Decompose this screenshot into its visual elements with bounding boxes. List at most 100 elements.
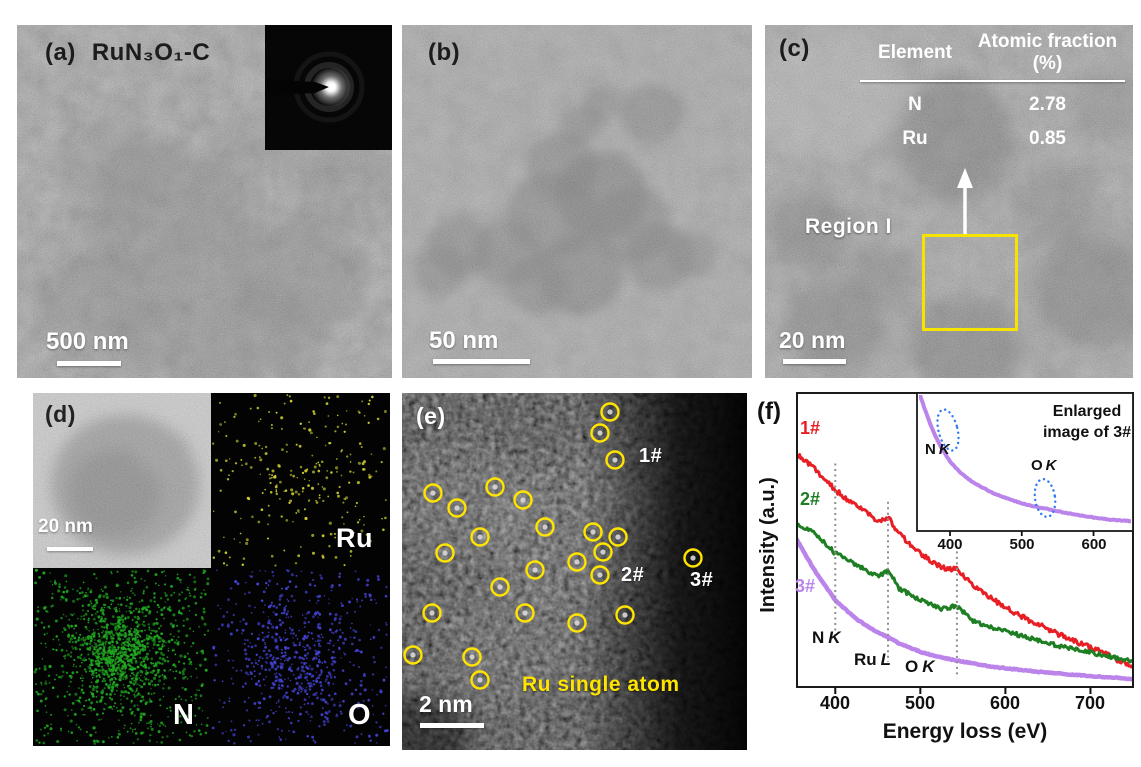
scalebar-line bbox=[783, 359, 846, 364]
edge-shell: K bbox=[1045, 457, 1057, 474]
ru-map-label: Ru bbox=[336, 523, 373, 553]
n-map-dots bbox=[33, 568, 210, 745]
panel-letter: (a) bbox=[45, 39, 76, 66]
panel-e-label: (e) bbox=[416, 403, 446, 429]
curve-label-2#: 2# bbox=[800, 489, 821, 509]
ru-atom-circle bbox=[683, 548, 703, 568]
edge-shell: K bbox=[938, 441, 950, 458]
x-tick-label: 400 bbox=[819, 693, 851, 713]
edge-element: Ru bbox=[854, 650, 877, 669]
ok-dotted-ellipse bbox=[1033, 477, 1057, 519]
table-divider bbox=[860, 79, 1125, 83]
panel-a-label: (a) RuN₃O₁-C bbox=[45, 39, 210, 67]
ru-map-dots bbox=[212, 393, 387, 567]
ru-atom-circle bbox=[485, 477, 505, 497]
panel-e-haadf-image: (e) 1# 2# 3# Ru single atom 2 nm bbox=[402, 393, 747, 750]
single-atom-annotation: Ru single atom bbox=[522, 673, 680, 696]
element-cell: N bbox=[908, 94, 922, 116]
inset-curve bbox=[919, 395, 1131, 524]
scalebar-line bbox=[420, 723, 484, 728]
panel-c-label: (c) bbox=[779, 35, 810, 62]
eds-quant-table: Element Atomic fraction (%) N 2.78 Ru 0.… bbox=[860, 31, 1125, 150]
eels-curve-3# bbox=[798, 537, 1132, 682]
nk-dotted-ellipse bbox=[936, 408, 960, 452]
region-of-interest-box bbox=[922, 234, 1018, 331]
panel-c-texture bbox=[765, 25, 1133, 378]
atom-marker-1: 1# bbox=[639, 445, 663, 467]
inset-title: Enlarged image of 3# bbox=[1042, 403, 1132, 441]
panel-c-tem-image: (c) Element Atomic fraction (%) N 2.78 R… bbox=[765, 25, 1133, 378]
n-map-label: N bbox=[173, 699, 195, 731]
ru-atom-circle bbox=[590, 565, 610, 585]
ru-atom-circle bbox=[525, 560, 545, 580]
ru-atom-circle bbox=[600, 402, 620, 422]
table-header-atomic-fraction: Atomic fraction (%) bbox=[977, 31, 1118, 74]
edge-shell: K bbox=[922, 657, 935, 676]
table-row: Ru 0.85 bbox=[860, 128, 1125, 150]
ru-atom-circle bbox=[593, 542, 613, 562]
x-tick-label: 500 bbox=[904, 693, 936, 713]
axis-ticks bbox=[834, 531, 1095, 694]
o-map-label: O bbox=[348, 699, 372, 731]
ru-atom-circle bbox=[567, 552, 587, 572]
edge-element: O bbox=[1031, 457, 1043, 474]
atom-marker-2: 2# bbox=[621, 564, 645, 586]
scalebar-label: 20 nm bbox=[38, 516, 93, 537]
ru-atom-circle bbox=[615, 605, 635, 625]
element-cell: Ru bbox=[902, 128, 928, 150]
panel-b-tem-image: (b) 50 nm bbox=[402, 25, 752, 378]
panel-a-tem-image: (a) RuN₃O₁-C 500 nm bbox=[17, 25, 392, 378]
y-axis-label: Intensity (a.u.) bbox=[757, 477, 779, 613]
scalebar-line bbox=[47, 547, 93, 551]
ru-atom-circle bbox=[422, 603, 442, 623]
ru-atom-circle bbox=[605, 450, 625, 470]
ru-atom-circle bbox=[470, 670, 490, 690]
x-tick-label: 700 bbox=[1074, 693, 1106, 713]
edge-marker-lines bbox=[834, 463, 958, 679]
edge-shell: L bbox=[880, 650, 892, 669]
panel-d-label: (d) bbox=[45, 401, 76, 427]
ru-atom-circle bbox=[490, 577, 510, 597]
edge-label: Ru L bbox=[854, 650, 891, 670]
curve-label-3#: 3# bbox=[795, 576, 816, 596]
x-axis-label: Energy loss (eV) bbox=[882, 720, 1048, 743]
ru-atom-circles bbox=[403, 402, 703, 690]
ru-atom-circle bbox=[515, 603, 535, 623]
scalebar-label: 2 nm bbox=[419, 691, 473, 717]
ru-atom-circle bbox=[470, 527, 490, 547]
panel-b-texture bbox=[402, 25, 752, 378]
ru-atom-circle bbox=[535, 517, 555, 537]
edge-element: N bbox=[812, 628, 825, 647]
ru-atom-circle bbox=[403, 645, 423, 665]
scalebar-label: 20 nm bbox=[779, 327, 846, 353]
annotation-arrow bbox=[957, 168, 973, 237]
inset-edge-ellipses bbox=[936, 408, 1057, 519]
eels-plot bbox=[796, 392, 1134, 694]
panel-b-label: (b) bbox=[428, 39, 461, 66]
ru-atom-circle bbox=[447, 498, 467, 518]
atom-marker-3: 3# bbox=[690, 569, 714, 591]
curve-label-1#: 1# bbox=[800, 418, 821, 438]
ru-atom-circle bbox=[567, 613, 587, 633]
inset-tick-label: 500 bbox=[1009, 536, 1035, 553]
scalebar-label: 500 nm bbox=[46, 328, 129, 355]
scalebar-line bbox=[433, 359, 530, 364]
table-row: N 2.78 bbox=[860, 94, 1125, 116]
eels-curve-1# bbox=[798, 453, 1132, 669]
x-tick-label: 600 bbox=[989, 693, 1021, 713]
saed-pattern-icon bbox=[265, 25, 392, 150]
scalebar-line bbox=[57, 361, 121, 366]
fraction-cell: 2.78 bbox=[1029, 94, 1066, 116]
ru-atom-circle bbox=[590, 423, 610, 443]
saed-inset bbox=[265, 25, 392, 150]
beam-stopper bbox=[265, 79, 329, 95]
table-header-element: Element bbox=[878, 41, 952, 63]
eels-curve-2# bbox=[798, 522, 1132, 664]
edge-element: N bbox=[925, 441, 936, 458]
region-label: Region I bbox=[805, 215, 892, 238]
ru-atom-circle bbox=[608, 527, 628, 547]
